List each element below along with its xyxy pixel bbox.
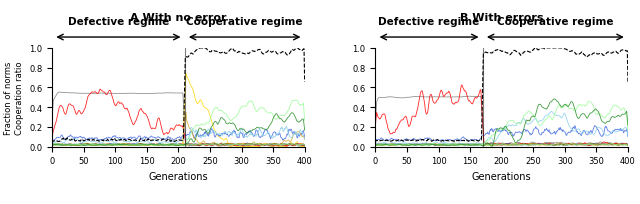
X-axis label: Generations: Generations	[148, 171, 208, 181]
Text: Defective regime: Defective regime	[68, 17, 169, 27]
Text: Cooperative regime: Cooperative regime	[186, 17, 303, 27]
X-axis label: Generations: Generations	[472, 171, 531, 181]
Text: Defective regime: Defective regime	[378, 17, 480, 27]
Title: B With errors: B With errors	[460, 13, 543, 23]
Text: Cooperative regime: Cooperative regime	[497, 17, 614, 27]
Title: A With no error: A With no error	[130, 13, 227, 23]
Y-axis label: Fraction of norms
Cooperation ratio: Fraction of norms Cooperation ratio	[4, 61, 24, 134]
